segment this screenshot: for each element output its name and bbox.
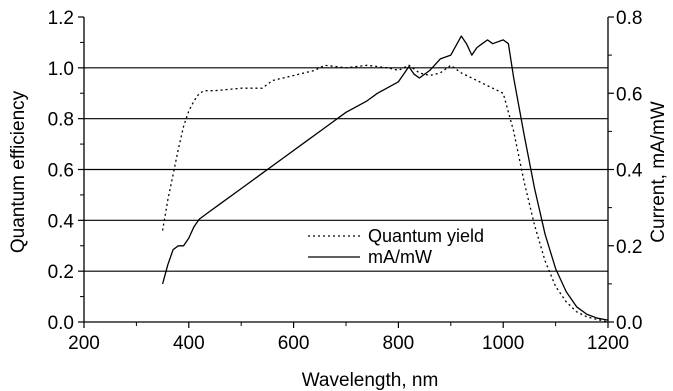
y-tick-label-left: 0.4 — [48, 211, 75, 232]
y-axis-label-left: Quantum efficiency — [8, 90, 29, 253]
y-tick-label-left: 0.6 — [48, 161, 74, 182]
y-tick-label-right: 0.8 — [616, 8, 642, 29]
y-tick-label-left: 0.0 — [48, 313, 74, 334]
y-tick-label-right: 0.6 — [616, 84, 642, 105]
y-tick-label-right: 0.2 — [616, 237, 642, 258]
grid-layer — [84, 67, 608, 272]
x-tick-label: 200 — [68, 333, 100, 354]
series-layer — [161, 35, 609, 323]
labels-layer: Wavelength, nm Quantum efficiency Curren… — [8, 90, 669, 391]
x-tick-label: 1000 — [482, 333, 524, 354]
y-axis-label-right: Current, mA/mW — [648, 101, 669, 243]
y-tick-label-left: 1.0 — [48, 59, 74, 80]
series-line-quantum-yield — [161, 64, 609, 323]
x-tick-label: 600 — [278, 333, 310, 354]
y-tick-label-left: 0.2 — [48, 262, 74, 283]
x-tick-label: 400 — [173, 333, 205, 354]
series-line-ma-mw — [161, 35, 609, 321]
x-tick-label: 1200 — [587, 333, 629, 354]
legend-label-quantum-yield: Quantum yield — [368, 226, 484, 246]
y-tick-label-left: 1.2 — [48, 8, 74, 29]
x-tick-label: 800 — [383, 333, 415, 354]
legend: Quantum yield mA/mW — [308, 226, 484, 267]
x-axis-label: Wavelength, nm — [302, 370, 439, 391]
y-tick-label-left: 0.8 — [48, 110, 74, 131]
legend-label-ma-mw: mA/mW — [368, 247, 432, 267]
y-tick-label-right: 0.4 — [616, 161, 643, 182]
axis-layer: 200 400 600 800 1000 12000.00.20.40.60.81.01.… — [48, 8, 643, 354]
y-tick-label-right: 0.0 — [616, 313, 642, 334]
